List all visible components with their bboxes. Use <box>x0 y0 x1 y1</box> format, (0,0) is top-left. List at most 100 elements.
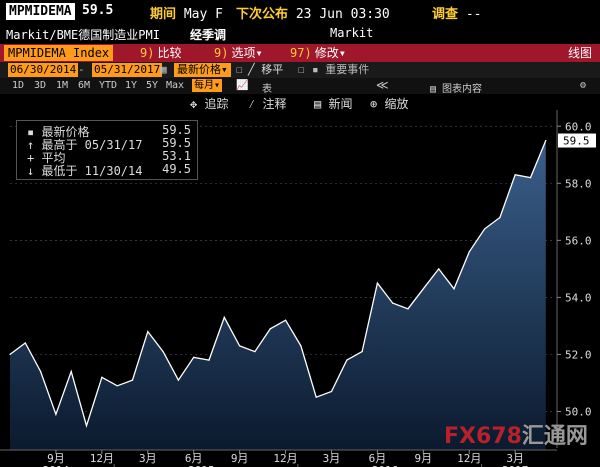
period-bar: 1D 3D 1M 6M YTD 1Y 5Y Max 每月▾ 📈 表 ≪ ▤ 图表… <box>0 78 600 95</box>
chart-content-label: 图表内容 <box>442 84 483 95</box>
start-date-input[interactable]: 06/30/2014 <box>8 63 79 77</box>
ticker-symbol[interactable]: MPMIDEMA <box>6 3 75 20</box>
legend-last: ▪ 最新价格 <box>27 125 90 139</box>
x-tick-label: 3月 <box>139 452 157 465</box>
data-point <box>330 390 333 393</box>
chart-content-button[interactable]: ▤ 图表内容 <box>430 84 483 95</box>
line-chart-icon[interactable]: 📈 <box>236 80 249 91</box>
period-info: 期间 May F <box>150 3 223 22</box>
x-tick-label: 6月 <box>185 452 203 465</box>
track-label: 追踪 <box>204 97 229 111</box>
period-1m[interactable]: 1M <box>56 80 69 91</box>
data-point <box>193 356 195 358</box>
y-tick-label: 58.0 <box>565 177 592 190</box>
compare-label: 比较 <box>157 46 182 60</box>
legend-avg-label: 平均 <box>41 151 66 165</box>
news-tool[interactable]: ▤ 新闻 <box>314 97 353 111</box>
annotate-tool[interactable]: ⁄ 注释 <box>248 97 287 111</box>
chart-series-line <box>9 139 547 428</box>
period-max[interactable]: Max <box>166 80 185 91</box>
last-value-marker <box>558 133 596 148</box>
last-price: 59.5 <box>82 3 114 18</box>
period-1d[interactable]: 1D <box>12 80 25 91</box>
collapse-icon[interactable]: ≪ <box>376 78 389 92</box>
ma-label: ╱ 移平 <box>248 63 284 76</box>
data-point <box>361 350 363 353</box>
period-label: 期间 <box>150 7 177 22</box>
period-ytd[interactable]: YTD <box>99 80 118 91</box>
data-point <box>85 425 88 427</box>
survey-value: -- <box>465 7 482 22</box>
legend-last-label: 最新价格 <box>41 125 90 139</box>
chart-x-axis: 9月 12月 3月 6月 9月 12月 3月 6月 9月 12月 3月 2014 2015 2016 201… <box>0 449 557 467</box>
data-point <box>284 319 287 321</box>
chart-type-label[interactable]: 线图 <box>567 46 592 60</box>
data-point <box>162 350 164 353</box>
next-release-label: 下次公布 <box>236 7 289 22</box>
x-year-label: 2014 <box>43 464 70 467</box>
x-year-label: 2017 <box>502 464 529 467</box>
data-vendor: Markit <box>330 26 374 40</box>
period-3d[interactable]: 3D <box>34 80 47 91</box>
next-release-value: 23 Jun 03:30 <box>295 7 390 22</box>
period-5y[interactable]: 5Y <box>146 80 159 91</box>
data-point <box>269 328 271 330</box>
frequency-select[interactable]: 每月▾ <box>192 79 223 92</box>
watermark-brand-cn: 汇通网 <box>521 424 588 449</box>
period-value: May F <box>183 7 223 22</box>
data-point <box>315 396 317 398</box>
data-point <box>254 350 256 353</box>
edit-button[interactable]: 97) 修改▾ <box>286 45 350 61</box>
y-tick-label: 60.0 <box>565 120 592 133</box>
data-point <box>208 359 210 361</box>
data-point <box>438 268 440 270</box>
zoom-tool[interactable]: ⊕ 缩放 <box>370 97 409 111</box>
track-tool[interactable]: ✥ 追踪 <box>190 97 229 111</box>
events-text: 重要事件 <box>325 63 370 76</box>
data-point <box>223 316 225 318</box>
period-1y[interactable]: 1Y <box>125 80 138 91</box>
y-tick-label: 56.0 <box>565 234 592 247</box>
data-point <box>346 359 348 361</box>
watermark-brand: FX678 <box>444 424 522 449</box>
ma-text: 移平 <box>261 63 284 76</box>
seasonal-adjust-label: 经季调 <box>190 28 227 42</box>
data-point <box>177 379 179 381</box>
events-checkbox-icon[interactable]: ☐ <box>298 63 305 76</box>
compare-button[interactable]: 9) 比较 <box>136 45 185 61</box>
chart-area-fill <box>10 140 546 450</box>
edit-shortcut: 97) <box>290 46 312 60</box>
end-date-input[interactable]: 05/31/2017 <box>92 63 163 77</box>
data-point <box>453 288 455 290</box>
field-select[interactable]: 最新价格▾ <box>174 63 231 77</box>
calendar-icon[interactable]: ▦ <box>160 63 167 76</box>
options-shortcut: 9) <box>214 46 229 60</box>
data-point <box>545 139 547 142</box>
ma-checkbox-icon[interactable]: ☐ <box>236 63 243 76</box>
legend-high: ↑ 最高于 05/31/17 <box>27 138 143 152</box>
data-point <box>70 370 72 373</box>
data-point <box>376 282 379 284</box>
data-point <box>392 302 394 304</box>
events-label: ▪ 重要事件 <box>312 63 370 76</box>
data-point <box>514 174 516 176</box>
settings-gear-icon[interactable]: ⚙ <box>580 80 587 91</box>
survey-label: 调查 <box>432 7 459 22</box>
options-button[interactable]: 9) 选项▾ <box>210 45 267 61</box>
data-point <box>40 370 42 373</box>
field-select-value: 最新价格 <box>177 63 221 76</box>
series-line <box>9 140 547 428</box>
data-point <box>499 216 501 219</box>
data-point <box>239 345 241 347</box>
data-point <box>529 177 532 179</box>
period-6m[interactable]: 6M <box>78 80 91 91</box>
legend-high-label: 最高于 05/31/17 <box>41 138 143 152</box>
chart-legend[interactable]: ▪ 最新价格 59.5 ↑ 最高于 05/31/17 59.5 + 平均 53.… <box>16 120 198 180</box>
legend-avg-value: 53.1 <box>162 149 191 163</box>
x-tick-label: 9月 <box>47 452 65 465</box>
compare-shortcut: 9) <box>140 46 155 60</box>
y-tick-label: 52.0 <box>565 348 592 361</box>
x-tick-label: 9月 <box>231 452 249 465</box>
table-button[interactable]: 表 <box>262 84 272 95</box>
security-field[interactable]: MPMIDEMA Index <box>4 45 114 61</box>
